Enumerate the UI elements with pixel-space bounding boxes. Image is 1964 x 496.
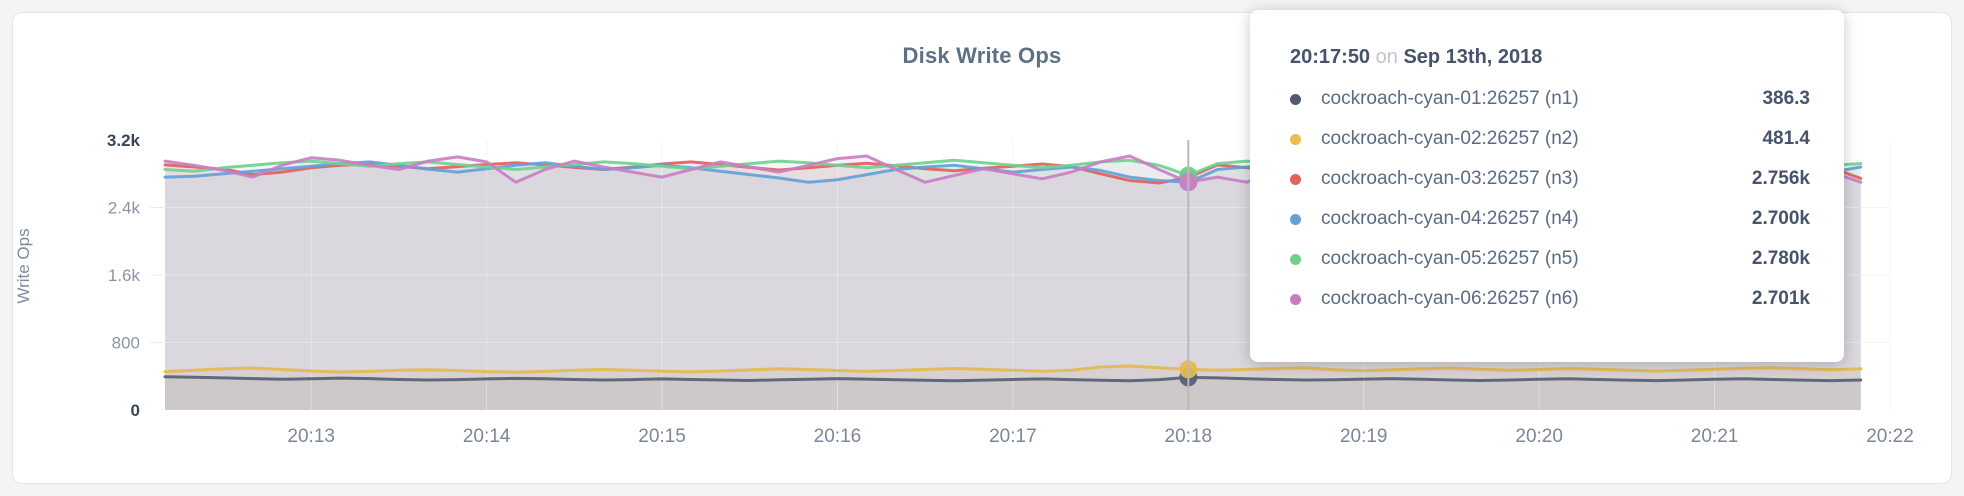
tooltip-on: on: [1375, 46, 1398, 68]
y-tick-label: 1.6k: [108, 266, 141, 285]
tooltip-row: cockroach-cyan-06:26257 (n6) 2.701k: [1290, 279, 1810, 319]
tooltip-series-value: 2.701k: [1751, 288, 1810, 309]
tooltip-series-label: cockroach-cyan-01:26257 (n1): [1321, 88, 1579, 109]
y-tick-label: 3.2k: [107, 131, 141, 150]
series-color-dot-icon: [1290, 173, 1301, 185]
x-tick-label: 20:15: [638, 426, 686, 447]
series-color-dot-icon: [1290, 93, 1301, 105]
series-line-n1: [163, 375, 1863, 383]
tooltip-series-value: 2.780k: [1751, 248, 1810, 269]
y-tick-label: 2.4k: [108, 199, 141, 218]
x-tick-label: 20:16: [814, 426, 862, 447]
y-tick-label: 0: [131, 401, 140, 420]
tooltip-series-value: 386.3: [1762, 88, 1810, 109]
x-tick-label: 20:21: [1691, 426, 1739, 447]
x-tick-label: 20:14: [463, 426, 511, 447]
tooltip-row: cockroach-cyan-04:26257 (n4) 2.700k: [1290, 199, 1810, 239]
series-color-dot-icon: [1290, 133, 1301, 145]
series-color-dot-icon: [1290, 213, 1301, 225]
y-tick-label: 800: [112, 334, 140, 353]
tooltip-rows: cockroach-cyan-01:26257 (n1) 386.3 cockroa…: [1290, 79, 1810, 319]
x-tick-label: 20:13: [287, 426, 335, 447]
x-tick-label: 20:17: [989, 426, 1037, 447]
series-color-dot-icon: [1290, 253, 1301, 265]
tooltip-row: cockroach-cyan-01:26257 (n1) 386.3: [1290, 79, 1810, 119]
tooltip-header: 20:17:50 on Sep 13th, 2018: [1290, 46, 1810, 69]
tooltip-series-label: cockroach-cyan-02:26257 (n2): [1321, 128, 1579, 149]
chart-title: Disk Write Ops: [902, 43, 1062, 68]
tooltip-date: Sep 13th, 2018: [1403, 46, 1543, 68]
tooltip-row: cockroach-cyan-05:26257 (n5) 2.780k: [1290, 239, 1810, 279]
tooltip-series-label: cockroach-cyan-06:26257 (n6): [1321, 288, 1579, 309]
tooltip-time: 20:17:50: [1290, 46, 1371, 68]
x-tick-label: 20:19: [1340, 426, 1388, 447]
tooltip-series-label: cockroach-cyan-05:26257 (n5): [1321, 248, 1579, 269]
x-tick-label: 20:20: [1515, 426, 1563, 447]
tooltip-row: cockroach-cyan-03:26257 (n3) 2.756k: [1290, 159, 1810, 199]
tooltip-series-label: cockroach-cyan-03:26257 (n3): [1321, 168, 1579, 189]
x-tick-label: 20:22: [1866, 426, 1914, 447]
tooltip-series-label: cockroach-cyan-04:26257 (n4): [1321, 208, 1579, 229]
hover-tooltip: 20:17:50 on Sep 13th, 2018 cockroach-cya…: [1250, 10, 1844, 362]
series-line-n2: [163, 364, 1863, 374]
tooltip-series-value: 2.756k: [1751, 168, 1810, 189]
series-color-dot-icon: [1290, 293, 1301, 305]
tooltip-row: cockroach-cyan-02:26257 (n2) 481.4: [1290, 119, 1810, 159]
tooltip-series-value: 2.700k: [1751, 208, 1810, 229]
x-tick-label: 20:18: [1165, 426, 1213, 447]
tooltip-series-value: 481.4: [1762, 128, 1810, 149]
